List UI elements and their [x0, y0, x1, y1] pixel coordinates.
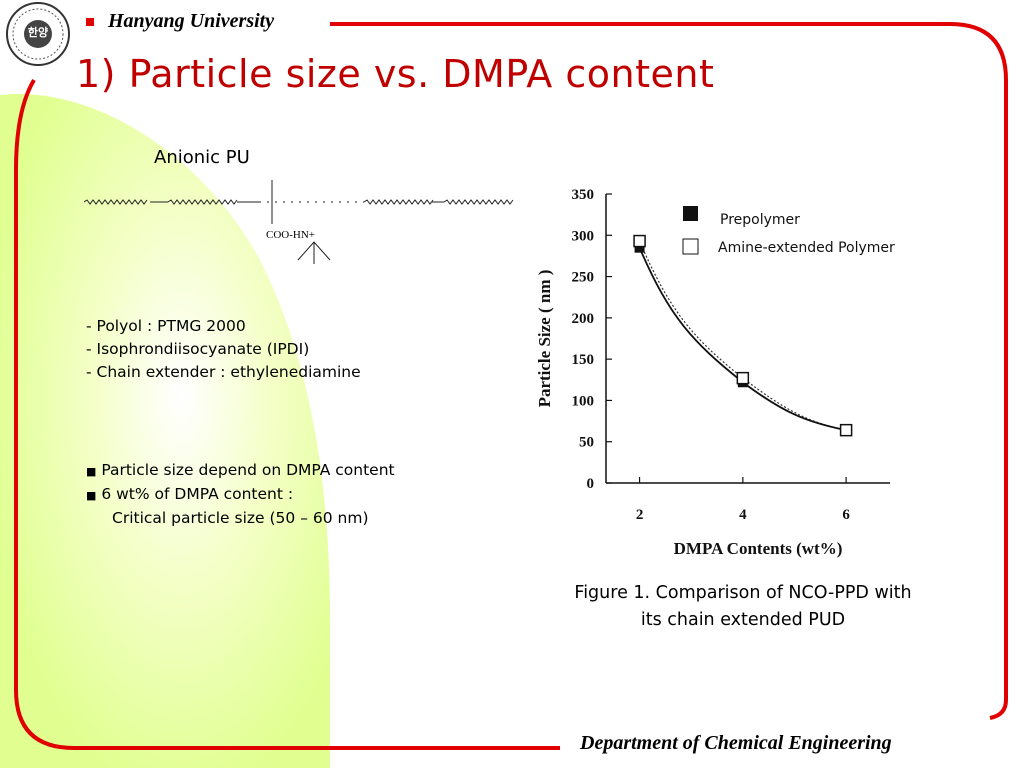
y-tick-label: 0 — [587, 476, 595, 492]
y-tick-label: 300 — [572, 228, 595, 244]
header-red-mark — [86, 18, 94, 26]
y-tick-label: 100 — [572, 393, 595, 409]
series-line-amine-extended — [639, 240, 847, 431]
data-point-prepolymer — [634, 242, 645, 253]
bullet-text: Particle size depend on DMPA content — [96, 461, 395, 479]
department-name: Department of Chemical Engineering — [580, 732, 892, 754]
y-tick-label: 150 — [572, 352, 595, 368]
polymer-chain-diagram — [84, 180, 514, 264]
chain-segment-2 — [167, 199, 238, 205]
legend-marker-amine-extended — [682, 238, 699, 255]
amine-arrow-icon — [297, 241, 331, 264]
slide-title: 1) Particle size vs. DMPA content — [76, 52, 715, 96]
structure-label: Anionic PU — [154, 147, 250, 168]
data-point-amine-extended — [633, 234, 646, 248]
x-tick-label: 2 — [636, 507, 644, 523]
bullet-square-icon: ■ — [86, 465, 97, 478]
y-tick-label: 200 — [572, 311, 595, 327]
bullet-list: ■ Particle size depend on DMPA content ■… — [86, 459, 395, 530]
chain-segment-3 — [363, 199, 434, 205]
data-point-amine-extended — [839, 423, 853, 437]
y-tick-label: 350 — [572, 187, 595, 203]
logo-text: 한양 — [27, 27, 49, 39]
bullet-text: 6 wt% of DMPA content : — [101, 485, 294, 503]
x-tick-label: 4 — [739, 507, 747, 523]
y-tick-label: 250 — [572, 270, 595, 286]
component-ipdi: - Isophrondiisocyanate (IPDI) — [86, 340, 310, 358]
bullet-square-icon: ■ — [86, 489, 97, 502]
caption-line-1: Figure 1. Comparison of NCO-PPD with — [574, 583, 912, 603]
bullet-continuation: Critical particle size (50 – 60 nm) — [112, 509, 369, 527]
x-axis-label: DMPA Contents (wt%) — [674, 539, 843, 558]
legend-label-amine-extended: Amine-extended Polymer — [718, 240, 895, 256]
frame-top-line — [330, 22, 1008, 720]
component-polyol: - Polyol : PTMG 2000 — [86, 317, 246, 335]
components-list: - Polyol : PTMG 2000 - Isophrondiisocyan… — [86, 315, 361, 384]
chain-segment-4 — [443, 199, 514, 205]
component-chain-extender: - Chain extender : ethylenediamine — [86, 363, 361, 381]
figure-caption: Figure 1. Comparison of NCO-PPD with its… — [508, 580, 978, 634]
bullet-item: ■ 6 wt% of DMPA content : — [86, 483, 395, 507]
y-tick-label: 50 — [579, 435, 594, 451]
ionic-group-label: COO-HN+ — [266, 229, 315, 241]
particle-size-chart: 0 50 100 150 200 250 300 350 2 4 6 DMPA Contents (w… — [520, 176, 960, 572]
chain-segment-1 — [84, 199, 148, 205]
x-tick-label: 6 — [842, 507, 850, 523]
background-blob — [0, 94, 330, 768]
legend-marker-prepolymer — [683, 206, 698, 221]
legend-label-prepolymer: Prepolymer — [720, 212, 800, 228]
caption-line-2: its chain extended PUD — [640, 610, 846, 630]
bullet-item: ■ Particle size depend on DMPA content — [86, 459, 395, 483]
frame-left-line — [14, 78, 560, 750]
university-name: Hanyang University — [108, 10, 275, 32]
data-point-amine-extended — [736, 371, 750, 385]
y-axis-label: Particle Size ( nm ) — [535, 270, 554, 408]
university-logo — [6, 2, 70, 66]
